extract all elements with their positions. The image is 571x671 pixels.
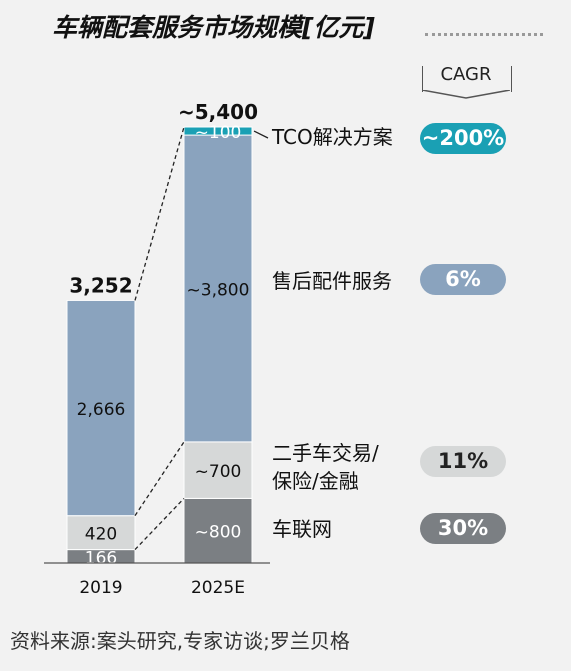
cagr-chevron: [422, 90, 510, 99]
legend-aftermarket-name: 售后配件服务: [272, 269, 392, 293]
bar-segment: [66, 299, 136, 517]
legend-connected-name: 车联网: [272, 517, 332, 541]
segment-value-label: ~100: [195, 123, 242, 143]
bar-segment: [183, 126, 253, 136]
legend-used-car-line2: 保险/金融: [272, 469, 359, 493]
x-tick-label: 2025E: [191, 578, 245, 598]
cagr-label: CAGR: [440, 64, 492, 85]
legend-tco-name: TCO解决方案: [272, 125, 393, 149]
cagr-pill-connected: 30%: [420, 513, 506, 544]
segment-value-label: ~3,800: [187, 280, 250, 300]
legend-used-car-line1: 二手车交易/: [272, 441, 379, 465]
dashed-connector: [134, 441, 185, 517]
x-tick-label: 2019: [79, 578, 122, 598]
dashed-connector: [134, 126, 185, 301]
bar-segment: [183, 441, 253, 499]
chart-title: 车辆配套服务市场规模[亿元]: [52, 13, 375, 42]
dashed-connector: [134, 497, 185, 551]
cagr-bracket: [422, 66, 512, 92]
cagr-pill-aftermarket: 6%: [420, 264, 506, 295]
segment-value-label: 2,666: [77, 400, 126, 420]
bar-total-label: ~5,400: [178, 100, 258, 124]
tco-leader-line: [253, 130, 269, 139]
bar-segment: [183, 134, 253, 443]
cagr-header: CAGR: [422, 62, 512, 99]
segment-value-label: ~700: [195, 462, 242, 482]
title-dotted-rule: [425, 33, 543, 36]
segment-value-label: ~800: [195, 523, 242, 543]
bar-segment: [183, 497, 253, 564]
segment-value-label: 166: [85, 548, 117, 568]
cagr-pill-used-car: 11%: [420, 446, 506, 477]
source-note: 资料来源:案头研究,专家访谈;罗兰贝格: [10, 629, 350, 653]
segment-value-label: 420: [85, 525, 117, 545]
cagr-pill-tco: ~200%: [420, 123, 506, 154]
bar-total-label: 3,252: [69, 273, 132, 297]
